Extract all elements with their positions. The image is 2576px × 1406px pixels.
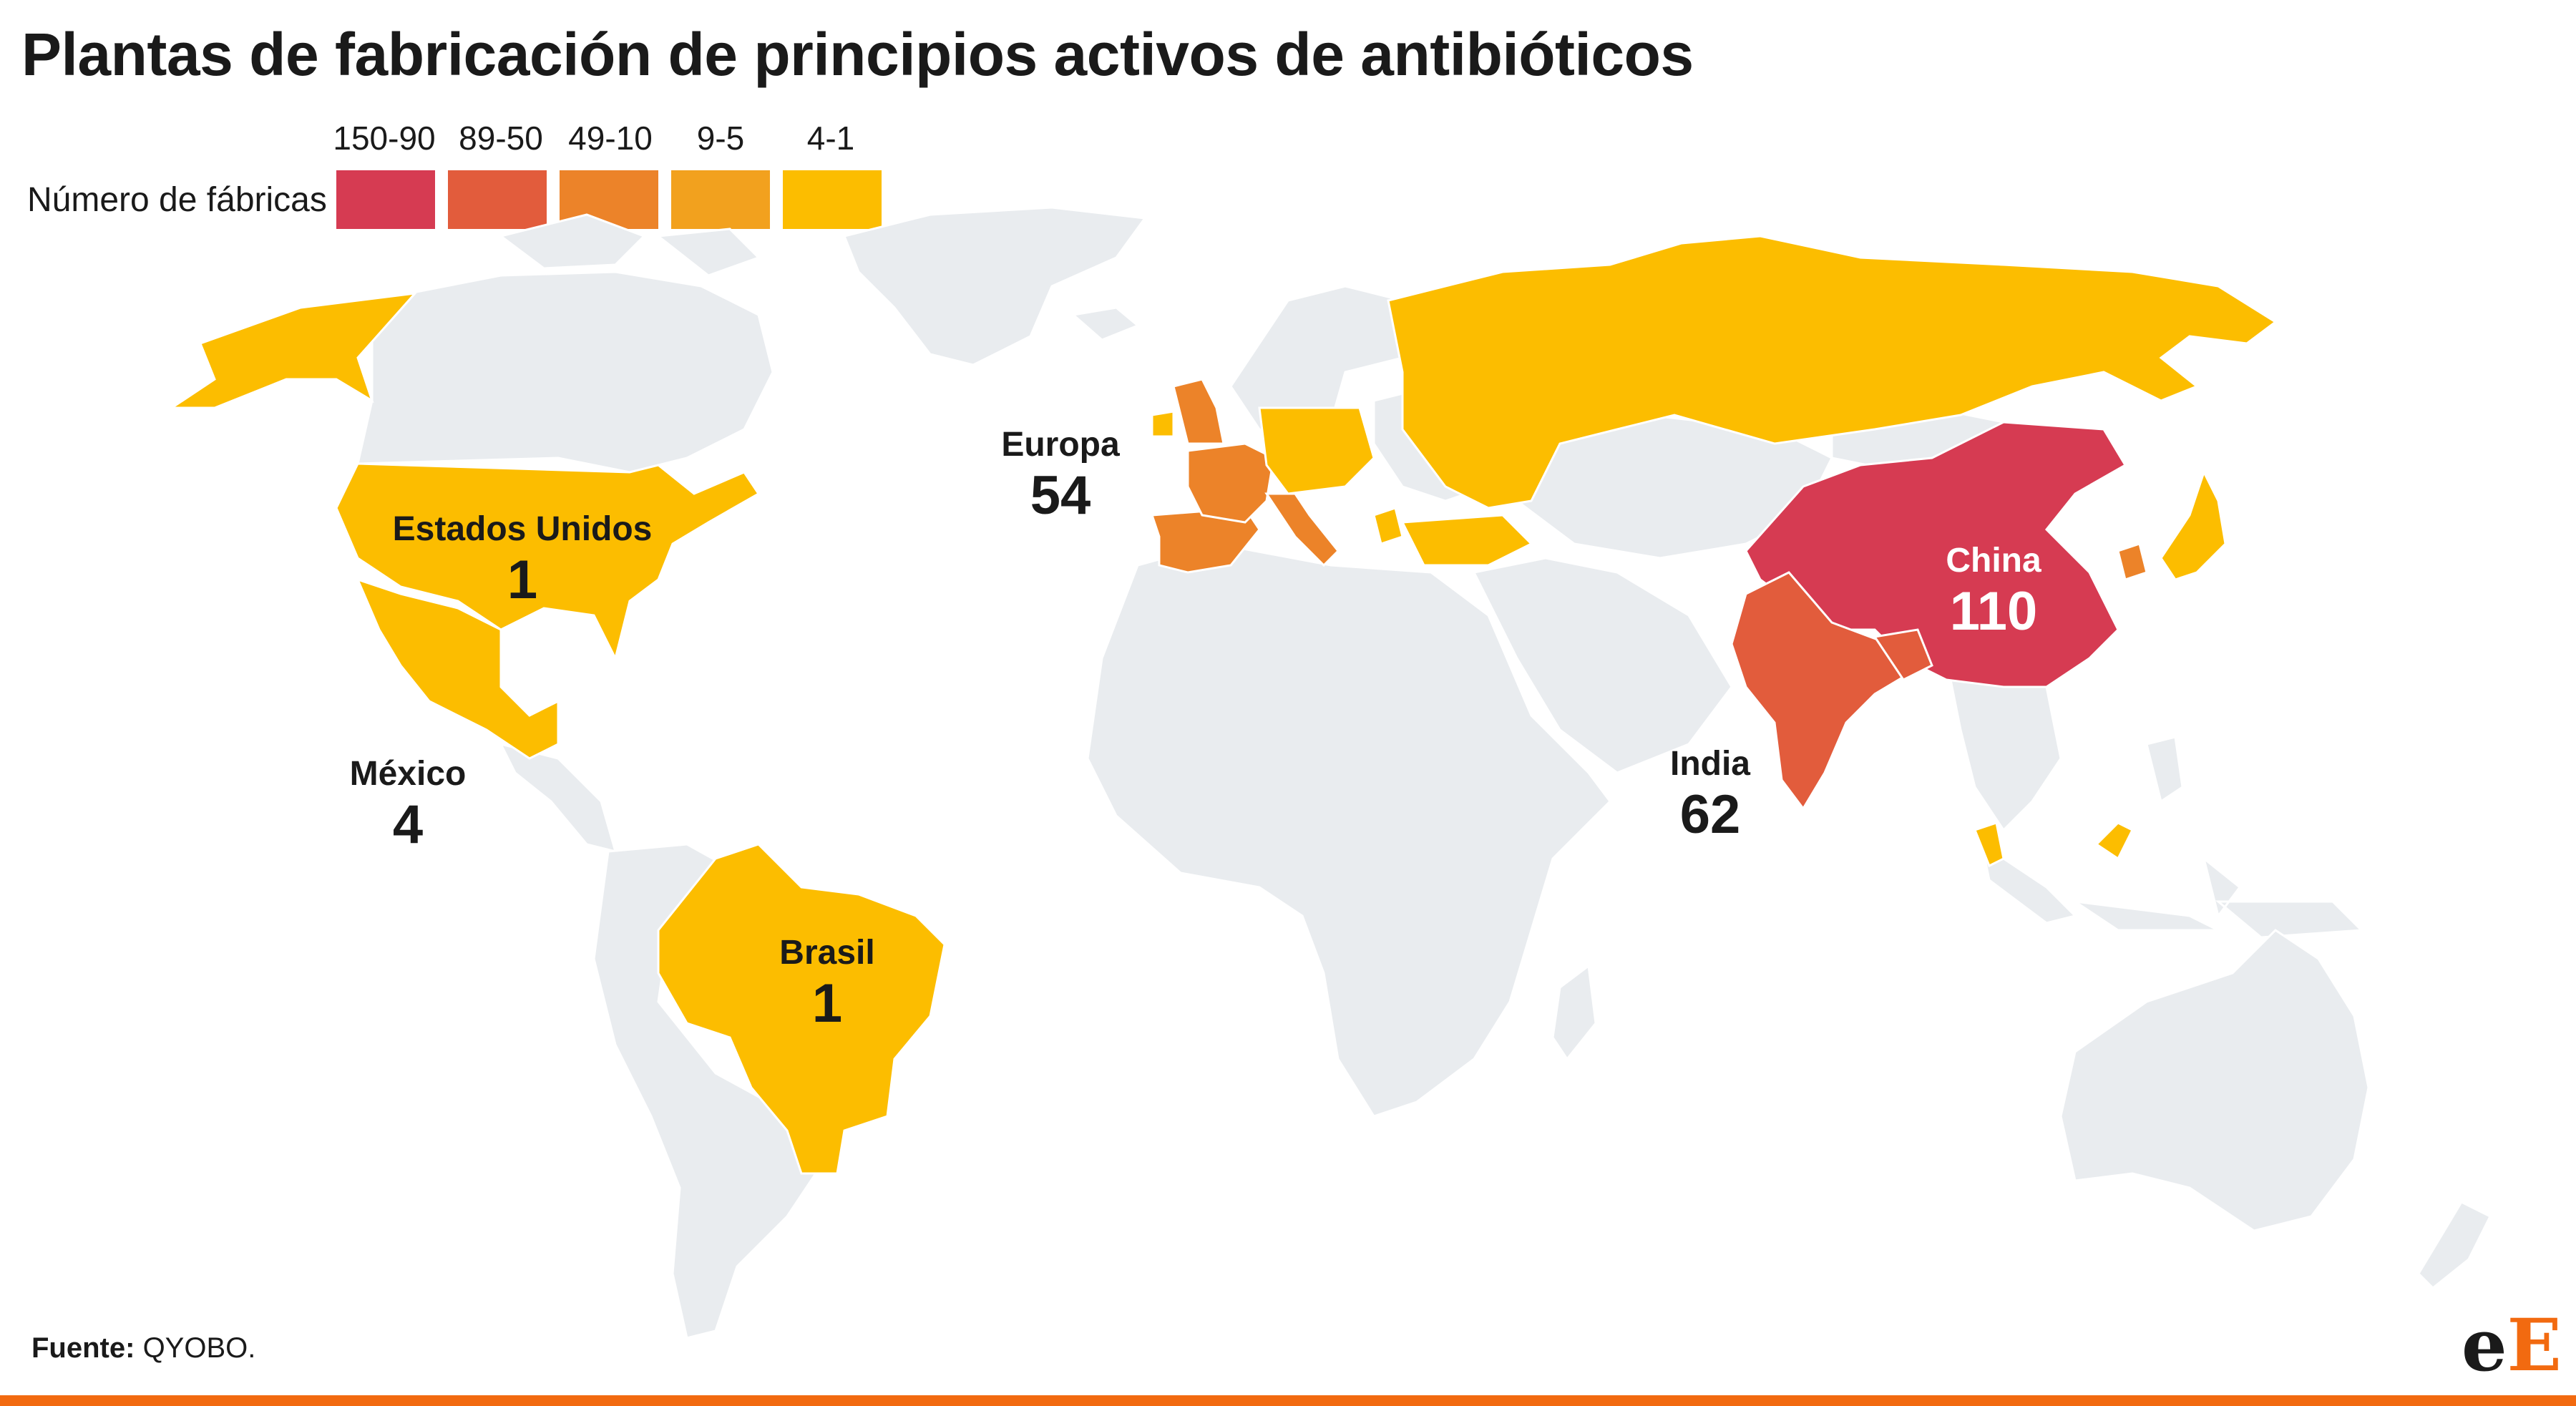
logo-e: e	[2462, 1303, 2507, 1387]
region-name-india: India	[1669, 745, 1750, 783]
source-label: Fuente:	[31, 1332, 135, 1364]
country-central-europe	[1258, 406, 1375, 495]
country-usa	[335, 462, 761, 662]
legend-label: Número de fábricas	[27, 181, 327, 219]
land-canada	[356, 270, 774, 474]
region-value-brazil: 1	[811, 973, 843, 1034]
region-label-india: India 62	[1603, 744, 1818, 846]
region-label-mexico: México 4	[301, 754, 515, 856]
land-australia	[2059, 929, 2370, 1232]
legend-range-49-10: 49-10	[568, 119, 653, 157]
highlighted-countries	[168, 235, 2278, 1175]
land-philippines	[2145, 736, 2184, 804]
land-middle-east	[1472, 557, 1733, 774]
legend-swatch-89-50	[448, 170, 547, 229]
logo-E: E	[2507, 1303, 2562, 1387]
legend-range-9-5: 9-5	[696, 119, 745, 157]
source-text: QYOBO.	[142, 1332, 256, 1364]
country-italy	[1264, 492, 1340, 567]
land-madagascar	[1551, 964, 1597, 1061]
region-label-usa: Estados Unidos 1	[372, 509, 673, 611]
legend-swatch-9-5	[671, 170, 770, 229]
country-japan	[2160, 469, 2227, 581]
region-value-europa: 54	[1030, 465, 1091, 526]
region-value-india: 62	[1679, 784, 1741, 845]
legend-range-89-50: 89-50	[459, 119, 543, 157]
country-france	[1186, 442, 1275, 524]
background-land	[356, 206, 2492, 1339]
country-alaska	[168, 292, 418, 409]
country-india	[1730, 571, 1913, 811]
region-label-brazil: Brasil 1	[720, 933, 935, 1035]
country-korea	[2117, 542, 2148, 581]
region-name-china: China	[1946, 542, 2041, 580]
publisher-logo: eE	[2462, 1309, 2562, 1381]
land-iceland	[1070, 306, 1140, 341]
region-name-mexico: México	[349, 755, 467, 793]
country-turkey	[1400, 514, 1533, 567]
country-bangladesh	[1873, 628, 1933, 681]
region-value-mexico: 4	[392, 794, 424, 855]
region-label-europa: Europa 54	[953, 425, 1168, 527]
region-value-usa: 1	[507, 550, 538, 610]
legend-swatch-150-90	[336, 170, 435, 229]
chart-title: Plantas de fabricación de principios act…	[21, 21, 1694, 88]
source-note: Fuente: QYOBO.	[31, 1332, 255, 1364]
region-value-china: 110	[1949, 581, 2038, 642]
country-mexico	[356, 577, 560, 760]
region-name-europa: Europa	[1001, 426, 1120, 464]
land-greenland	[842, 206, 1147, 366]
land-new-zealand	[2417, 1201, 2492, 1290]
legend-range-150-90: 150-90	[333, 119, 436, 157]
country-greece	[1372, 507, 1404, 545]
land-central-america	[499, 742, 618, 854]
region-name-brazil: Brasil	[779, 934, 875, 972]
legend-swatch-4-1	[783, 170, 882, 229]
country-brazil	[657, 843, 946, 1175]
legend-range-4-1: 4-1	[806, 119, 855, 157]
region-name-usa: Estados Unidos	[392, 510, 653, 548]
land-africa	[1086, 542, 1611, 1118]
land-indonesia	[1980, 841, 2364, 939]
country-malaysia	[1974, 821, 2135, 868]
country-ireland	[1151, 410, 1175, 438]
region-label-china: China 110	[1886, 541, 2101, 643]
country-uk	[1172, 378, 1225, 445]
country-russia	[1387, 235, 2278, 509]
land-arctic-islands	[498, 213, 761, 277]
bottom-accent-bar	[0, 1395, 2576, 1406]
